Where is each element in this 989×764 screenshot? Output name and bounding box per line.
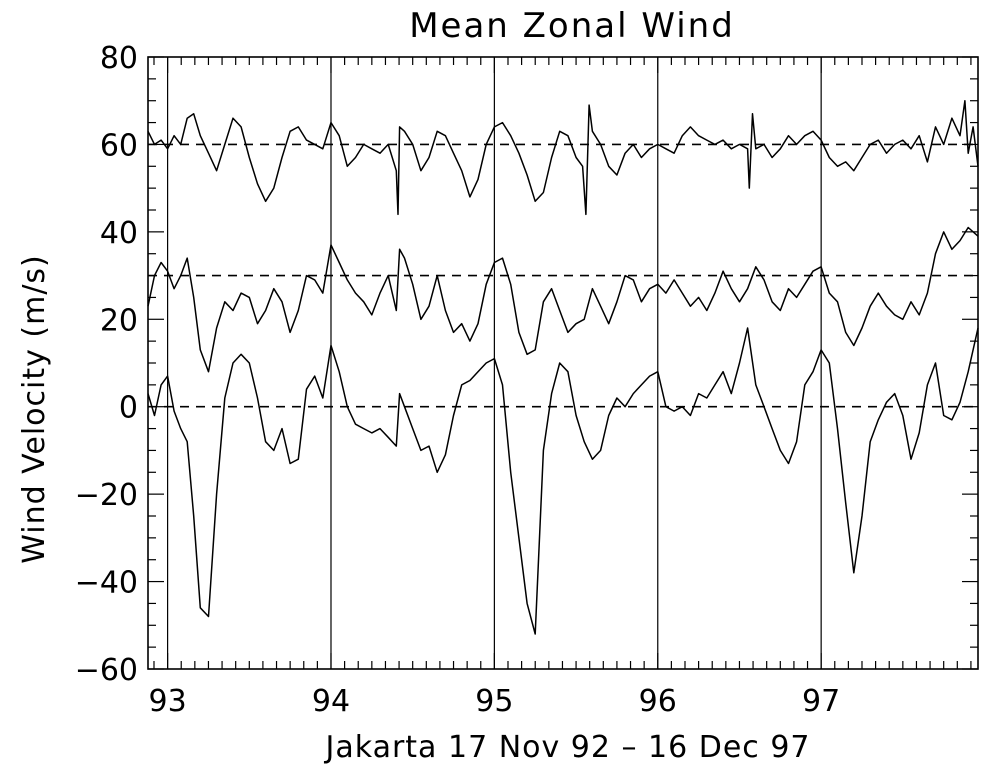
y-axis-label: Wind Velocity (m/s) [17,254,52,564]
y-tick-label: 20 [100,303,138,338]
series-line-2 [147,327,979,635]
y-tick-label: −60 [75,653,138,688]
plot-frame [147,56,979,670]
y-tick-label: −40 [75,566,138,601]
y-tick-label: 40 [100,216,138,251]
y-tick-label: 0 [119,391,138,426]
series-line-1 [147,226,979,373]
x-tick-label: 96 [639,684,677,719]
x-tick-label: 97 [802,684,840,719]
y-tick-label: 80 [100,41,138,76]
year-markers [167,57,822,669]
x-tick-label: 94 [312,684,350,719]
axis-ticks [148,56,978,670]
y-tick-label: 60 [100,128,138,163]
y-tick-label: −20 [75,478,138,513]
x-axis-label: Jakarta 17 Nov 92 – 16 Dec 97 [324,730,811,764]
series-line-0 [147,99,979,216]
x-tick-label: 93 [149,684,187,719]
series-layer [147,99,979,635]
reference-lines [148,143,978,408]
chart-title: Mean Zonal Wind [409,6,735,46]
tick-labels: −60 −40 −20 0 20 40 60 80 93 94 95 96 97 [75,41,841,719]
x-tick-label: 95 [475,684,513,719]
